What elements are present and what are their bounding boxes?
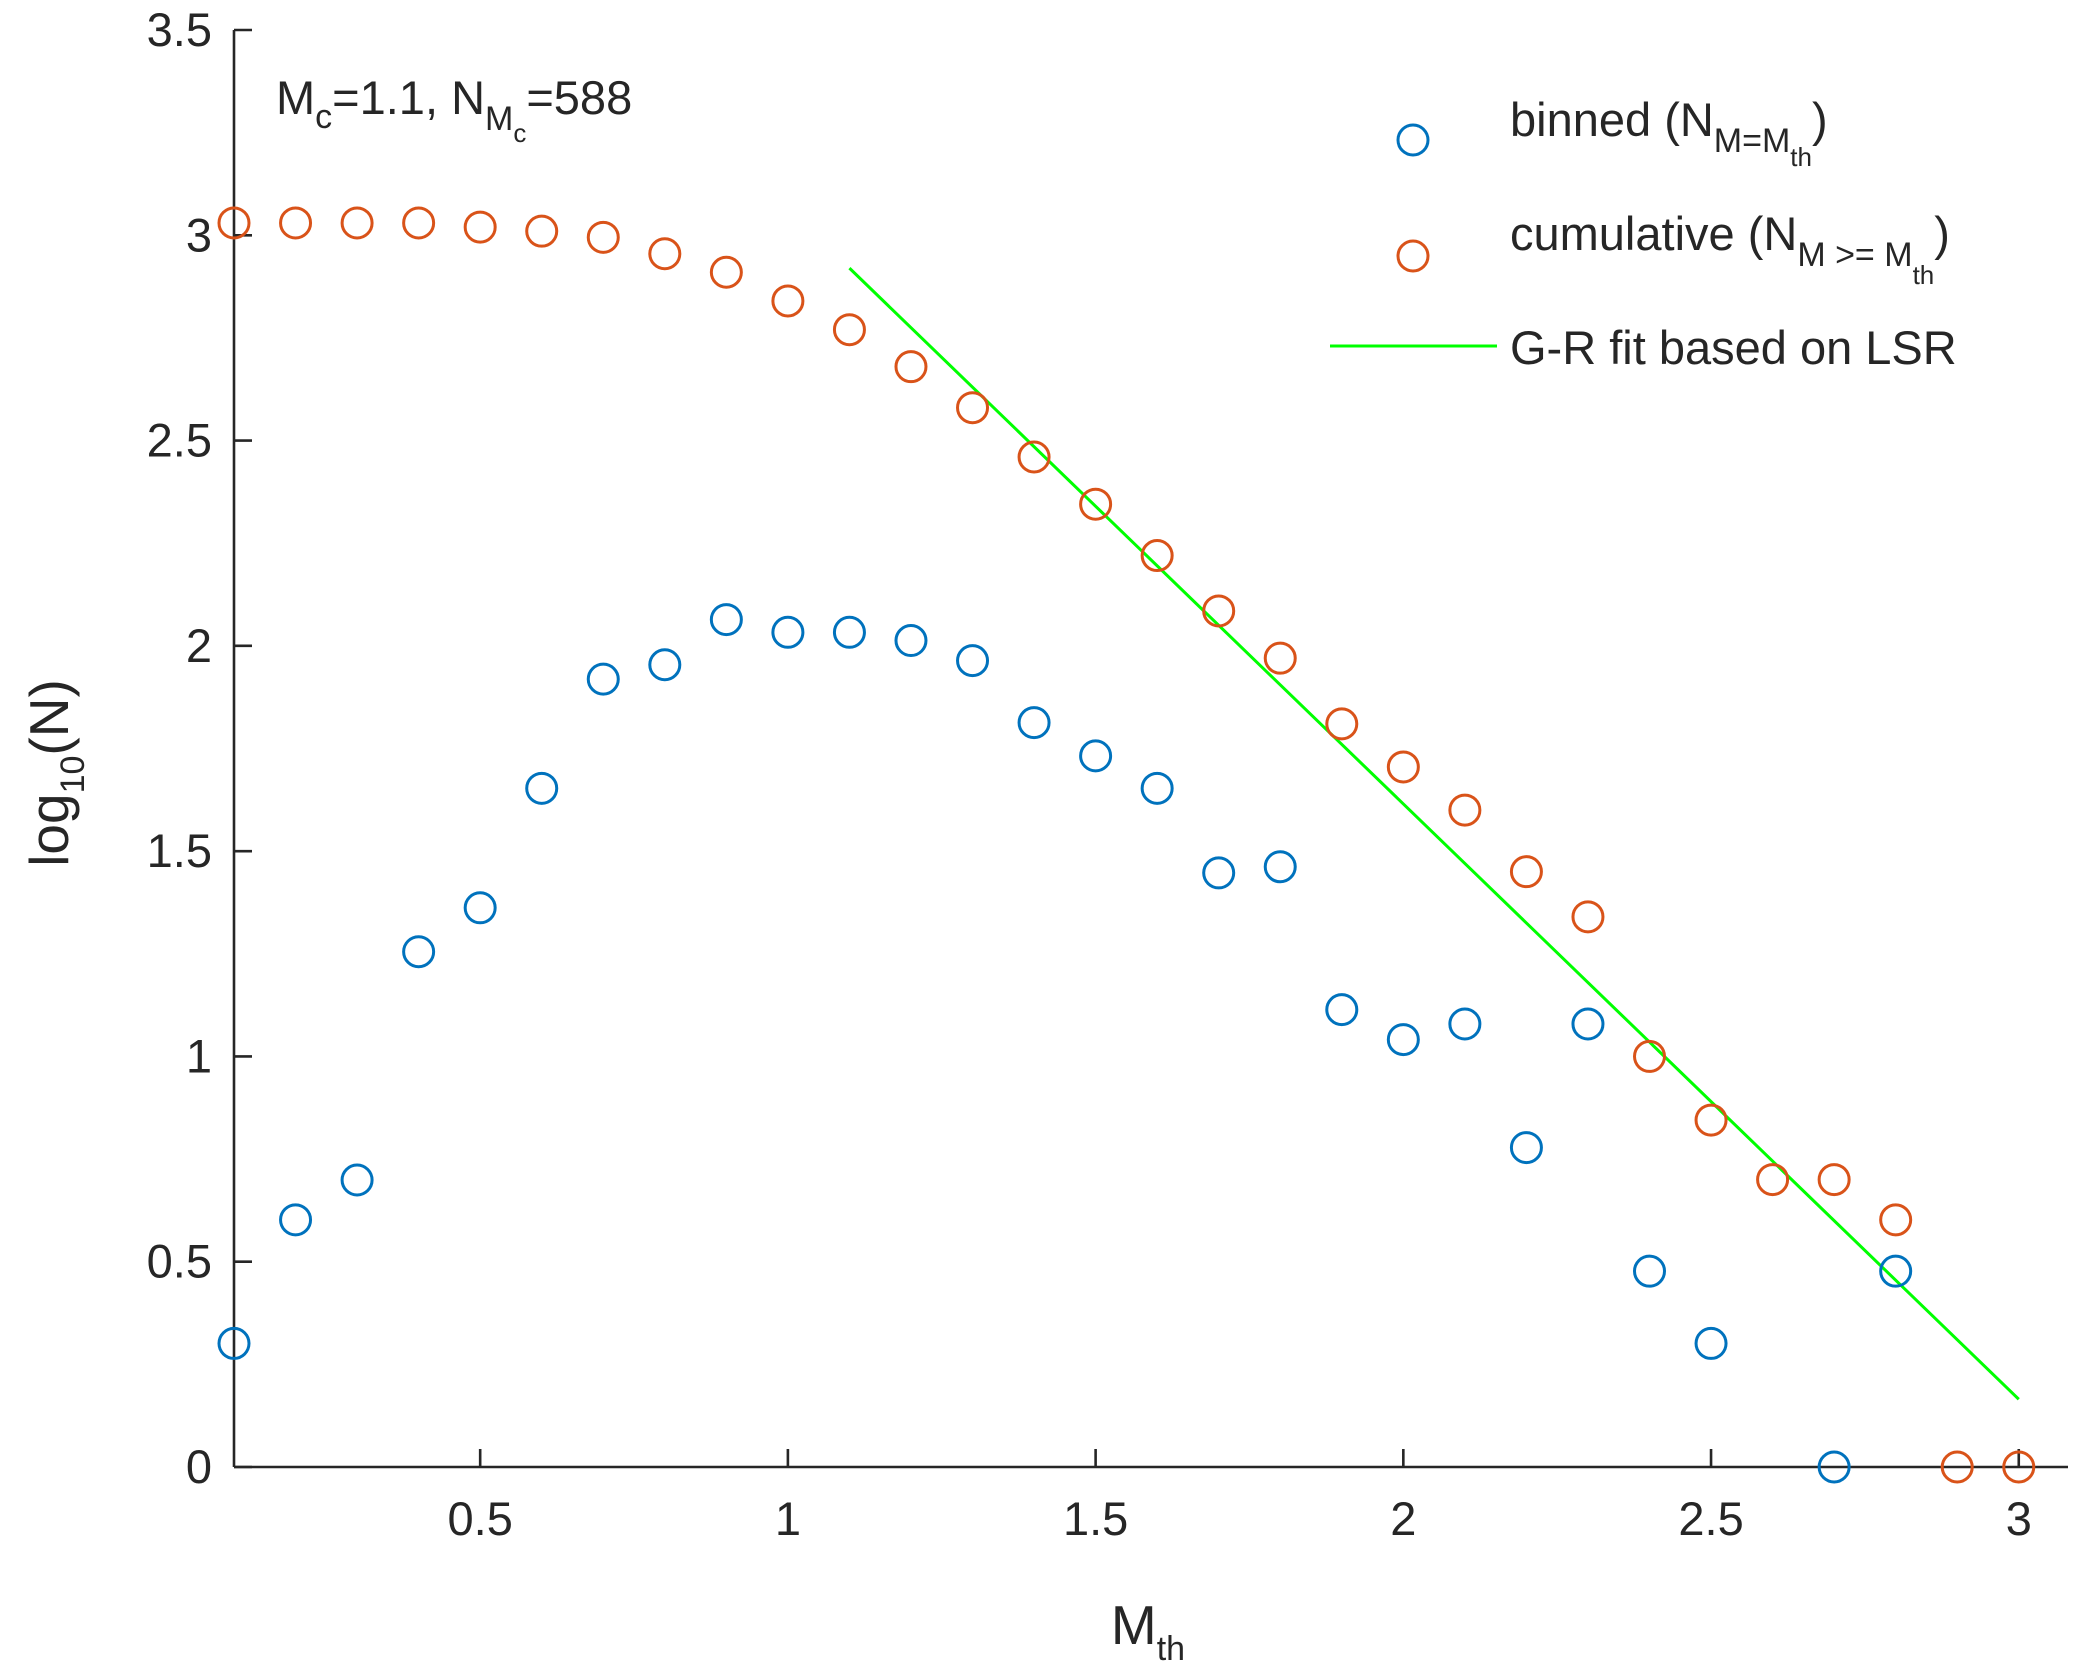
cumulative-point (709, 255, 743, 289)
cumulative-point (1509, 855, 1543, 889)
binned-point (1633, 1254, 1667, 1288)
y-tick-label: 1.5 (147, 824, 212, 877)
binned-point (340, 1163, 374, 1197)
cumulative-point (1079, 487, 1113, 521)
binned-point (1509, 1131, 1543, 1165)
cumulative-point (1571, 900, 1605, 934)
legend-label-cumulative: cumulative (NM >= Mth) (1510, 207, 1950, 290)
binned-point (279, 1203, 313, 1237)
cumulative-point (1140, 539, 1174, 573)
x-tick-label: 3 (2006, 1492, 2032, 1545)
binned-point (1879, 1254, 1913, 1288)
annotation-mc: Mc=1.1, NMc=588 (276, 71, 632, 148)
binned-point (1386, 1023, 1420, 1057)
cumulative-point (1817, 1163, 1851, 1197)
binned-point (1694, 1326, 1728, 1360)
legend-marker-binned (1396, 123, 1430, 157)
binned-point (1263, 850, 1297, 884)
binned-point (832, 615, 866, 649)
cumulative-point (1386, 750, 1420, 784)
y-tick-label: 0 (186, 1440, 212, 1493)
y-tick-label: 1 (186, 1029, 212, 1082)
cumulative-point (586, 220, 620, 254)
cumulative-point (1325, 707, 1359, 741)
cumulative-point (2002, 1450, 2036, 1484)
y-tick-label: 0.5 (147, 1235, 212, 1288)
cumulative-point (217, 206, 251, 240)
cumulative-point (402, 206, 436, 240)
x-tick-label: 2 (1390, 1492, 1416, 1545)
binned-point (894, 624, 928, 658)
binned-point (956, 644, 990, 678)
y-ticks: 0 0.5 1 1.5 2 2.5 3 3.5 (147, 3, 252, 1493)
cumulative-point (1940, 1450, 1974, 1484)
binned-point (1202, 856, 1236, 890)
binned-point (648, 648, 682, 682)
axes (232, 30, 2068, 1469)
x-tick-label: 2.5 (1678, 1492, 1743, 1545)
y-tick-label: 3.5 (147, 3, 212, 56)
binned-point (1079, 739, 1113, 773)
fit-line-layer (848, 267, 2020, 1401)
cumulative-point (648, 237, 682, 271)
binned-point (709, 603, 743, 637)
binned-point (1448, 1007, 1482, 1041)
binned-point (463, 891, 497, 925)
cumulative-point (894, 350, 928, 384)
y-tick-label: 2 (186, 619, 212, 672)
binned-point (1325, 993, 1359, 1027)
binned-point (1571, 1007, 1605, 1041)
legend-label-fit: G-R fit based on LSR (1510, 321, 1957, 374)
cumulative-point (832, 313, 866, 347)
binned-point (586, 662, 620, 696)
cumulative-point (1694, 1103, 1728, 1137)
cumulative-point (1202, 594, 1236, 628)
y-tick-label: 3 (186, 208, 212, 261)
binned-point (1817, 1450, 1851, 1484)
cumulative-point (771, 284, 805, 318)
legend-marker-cumulative (1396, 239, 1430, 273)
x-tick-label: 0.5 (448, 1492, 513, 1545)
legend: binned (NM=Mth) cumulative (NM >= Mth) G… (1330, 93, 1957, 374)
x-axis-title: Mth (1111, 1594, 1185, 1668)
binned-point (217, 1326, 251, 1360)
cumulative-point (1633, 1039, 1667, 1073)
cumulative-point (340, 206, 374, 240)
y-axis-title: log10(N) (18, 679, 92, 867)
binned-point (1017, 706, 1051, 740)
series-layer (217, 206, 2036, 1484)
cumulative-point (956, 391, 990, 425)
cumulative-point (279, 206, 313, 240)
x-tick-label: 1.5 (1063, 1492, 1128, 1545)
binned-point (771, 615, 805, 649)
cumulative-point (525, 214, 559, 248)
x-ticks: 0.5 1 1.5 2 2.5 3 (448, 1449, 2032, 1545)
fit-line (848, 267, 2020, 1401)
cumulative-point (1263, 641, 1297, 675)
legend-label-binned: binned (NM=Mth) (1510, 93, 1828, 172)
cumulative-point (1017, 440, 1051, 474)
cumulative-point (463, 210, 497, 244)
x-tick-label: 1 (775, 1492, 801, 1545)
binned-point (525, 771, 559, 805)
cumulative-point (1756, 1163, 1790, 1197)
series-cumulative (217, 206, 2036, 1484)
binned-point (1140, 771, 1174, 805)
series-binned (217, 603, 1913, 1484)
cumulative-point (1448, 793, 1482, 827)
cumulative-point (1879, 1203, 1913, 1237)
y-tick-label: 2.5 (147, 414, 212, 467)
binned-point (402, 935, 436, 969)
